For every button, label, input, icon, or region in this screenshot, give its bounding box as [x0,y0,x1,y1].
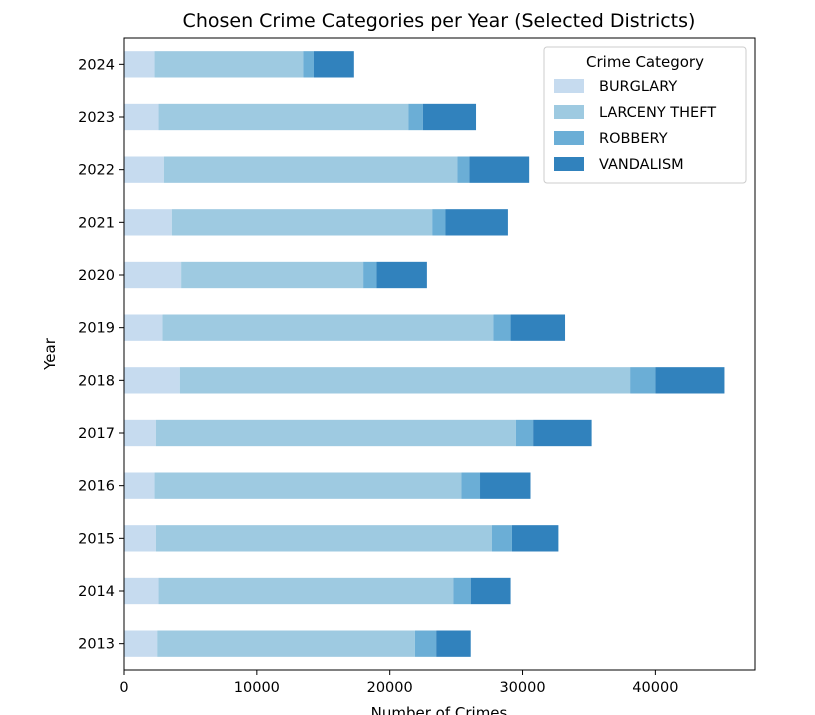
bar-2024-vandalism [313,51,354,78]
bar-2015-robbery [491,525,512,552]
bar-2021-robbery [432,209,446,236]
bar-2024-burglary [124,51,155,78]
bar-2023-vandalism [422,103,477,131]
bar-2018-robbery [630,367,656,394]
legend-swatch [554,157,584,171]
chart-title: Chosen Crime Categories per Year (Select… [183,10,696,32]
bar-2013-vandalism [436,630,471,657]
bar-2021-larceny-theft [171,209,433,236]
y-tick-label: 2019 [78,321,115,337]
bar-2019-burglary [124,314,163,341]
bar-2018-vandalism [655,367,725,394]
bar-2017-vandalism [533,419,592,447]
bar-2014-robbery [453,577,471,605]
bar-2017-burglary [124,419,156,447]
legend-label: VANDALISM [599,157,684,173]
bar-2020-robbery [363,261,377,289]
bar-2023-robbery [408,103,423,131]
bar-2016-vandalism [480,472,531,499]
legend: Crime Category BURGLARY LARCENY THEFT ROBBE… [543,46,747,184]
bar-2022-robbery [457,156,470,183]
plot-frame [123,37,756,671]
bar-2023-larceny-theft [158,103,409,131]
bar-2021-vandalism [445,209,508,236]
x-tick-label: 20000 [367,680,413,696]
y-tick-label: 2013 [78,637,115,653]
bar-2016-larceny-theft [154,472,462,499]
bar-2013-larceny-theft [157,630,415,657]
x-tick-label: 30000 [499,680,545,696]
x-tick-label: 0 [119,680,128,696]
y-tick-label: 2022 [78,163,115,179]
bar-2020-larceny-theft [181,261,364,289]
bar-2013-robbery [414,630,437,657]
bar-2013-burglary [124,630,158,657]
bars-group [124,51,725,657]
bar-2024-larceny-theft [154,51,304,78]
y-tick-label: 2024 [78,57,115,73]
x-axis: 0 10000 20000 30000 40000 [119,670,678,696]
y-tick-label: 2023 [78,110,115,126]
bar-2023-burglary [124,103,159,131]
bar-2020-vandalism [376,261,427,289]
bar-2020-burglary [124,261,182,289]
y-tick-label: 2016 [78,479,115,495]
x-tick-label: 40000 [632,680,678,696]
bar-2017-larceny-theft [155,419,516,447]
y-axis: 2013 2014 2015 2016 2017 2018 2019 2020 2021 2022… [78,57,124,653]
bar-2015-larceny-theft [155,525,492,552]
y-tick-label: 2020 [78,268,115,284]
legend-swatch [554,105,584,119]
bar-2018-larceny-theft [179,367,631,394]
bar-2014-vandalism [470,577,511,605]
bar-2019-larceny-theft [162,314,494,341]
y-tick-label: 2021 [78,215,115,231]
legend-label: BURGLARY [599,79,677,95]
bar-2014-larceny-theft [158,577,454,605]
legend-title: Crime Category [586,53,704,71]
bar-2016-robbery [461,472,481,499]
legend-label: LARCENY THEFT [599,105,716,121]
legend-label: ROBBERY [599,131,668,147]
bar-2022-burglary [124,156,164,183]
y-tick-label: 2018 [78,373,115,389]
bar-2019-vandalism [510,314,566,341]
y-tick-label: 2014 [78,584,115,600]
bar-2021-burglary [124,209,172,236]
bar-2014-burglary [124,577,159,605]
y-axis-label: Year [41,337,59,371]
bar-2017-robbery [515,419,534,447]
bar-2022-vandalism [469,156,530,183]
bar-2016-burglary [124,472,155,499]
bar-2019-robbery [493,314,511,341]
legend-swatch [554,131,584,145]
bar-2018-burglary [124,367,180,394]
legend-swatch [554,79,584,93]
bar-2015-burglary [124,525,156,552]
bar-2024-robbery [303,51,314,78]
bar-2015-vandalism [511,525,559,552]
x-tick-label: 10000 [234,680,280,696]
y-tick-label: 2017 [78,426,115,442]
bar-2022-larceny-theft [163,156,458,183]
legend-frame [543,46,747,184]
y-tick-label: 2015 [78,531,115,547]
x-axis-label: Number of Crimes [371,704,508,715]
